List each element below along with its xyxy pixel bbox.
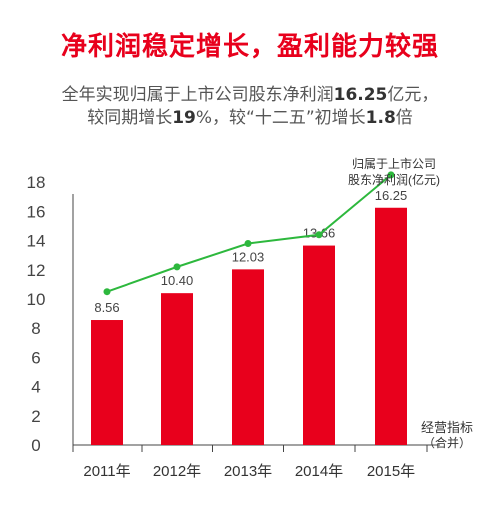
x-tick-label: 2014年 xyxy=(295,463,343,480)
line-legend-label: 股东净利润(亿元) xyxy=(348,172,440,187)
y-tick-label: 18 xyxy=(27,173,46,192)
y-tick-label: 16 xyxy=(27,202,46,221)
bar xyxy=(303,245,335,445)
line-point xyxy=(315,231,323,239)
line-point xyxy=(387,171,395,179)
bar-legend-label: （合并） xyxy=(423,435,471,450)
bar xyxy=(375,207,407,445)
line-point xyxy=(244,240,252,248)
bar-value-label: 12.03 xyxy=(232,249,265,264)
y-tick-label: 14 xyxy=(27,232,46,251)
y-tick-label: 8 xyxy=(31,319,40,338)
x-tick-label: 2012年 xyxy=(153,463,201,480)
y-tick-label: 12 xyxy=(27,261,46,280)
subtitle-line-1: 全年实现归属于上市公司股东净利润16.25亿元， xyxy=(61,85,439,105)
line-point xyxy=(173,263,181,271)
x-tick-label: 2015年 xyxy=(367,463,415,480)
chart-title: 净利润稳定增长，盈利能力较强 xyxy=(60,32,439,62)
bar-legend-label: 经营指标 xyxy=(421,420,473,435)
y-tick-label: 2 xyxy=(31,407,40,426)
line-point xyxy=(103,288,111,296)
bar xyxy=(91,320,123,445)
x-tick-label: 2013年 xyxy=(224,463,272,480)
bar-value-label: 8.56 xyxy=(94,300,119,315)
line-legend-label: 归属于上市公司 xyxy=(352,156,436,171)
y-tick-label: 0 xyxy=(31,436,40,455)
bar xyxy=(232,269,264,445)
y-tick-label: 6 xyxy=(31,348,40,367)
subtitle-line-2: 较同期增长19%，较“十二五”初增长1.8倍 xyxy=(87,108,413,128)
bar xyxy=(161,293,193,445)
bar-value-label: 16.25 xyxy=(375,188,408,203)
y-tick-label: 10 xyxy=(27,290,46,309)
x-tick-label: 2011年 xyxy=(83,463,130,480)
bar-value-label: 10.40 xyxy=(161,273,194,288)
y-tick-label: 4 xyxy=(31,378,40,397)
